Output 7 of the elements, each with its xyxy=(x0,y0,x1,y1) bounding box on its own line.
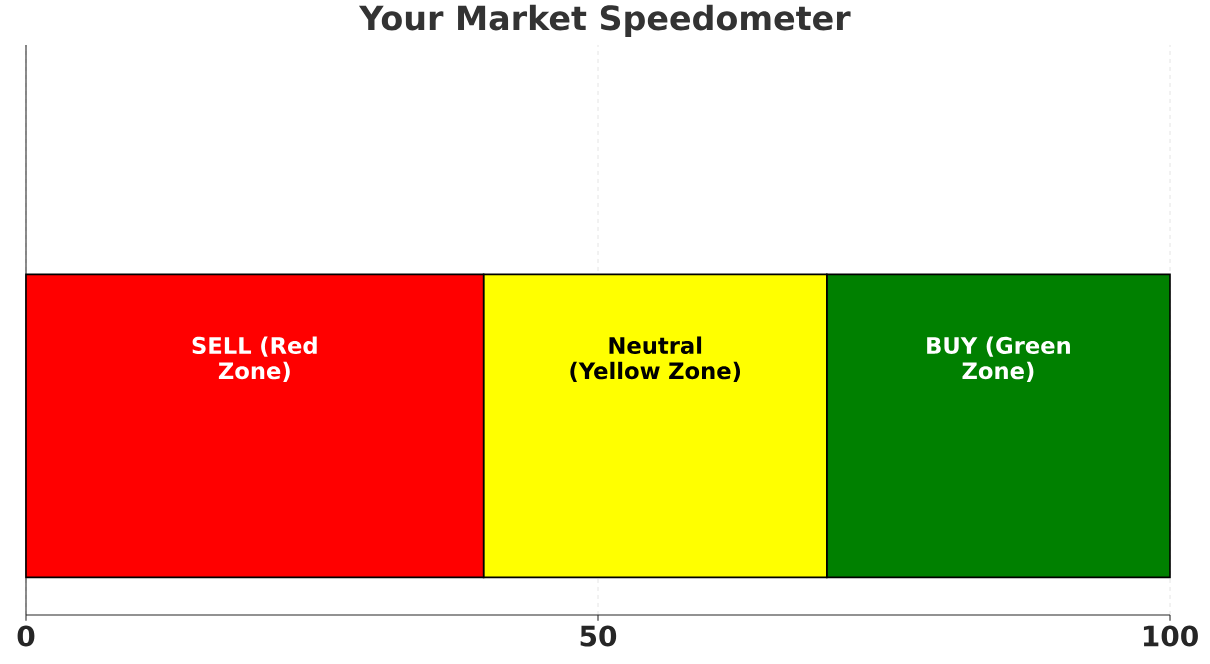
series-label: Neutral (Yellow Zone) xyxy=(570,336,741,383)
series-label: BUY (Green Zone) xyxy=(927,336,1070,382)
chart-title: Your Market Speedometer xyxy=(358,4,851,37)
x-tick-label: 50 xyxy=(580,625,617,647)
series-label: SELL (Red Zone) xyxy=(192,336,317,383)
x-tick-label: 100 xyxy=(1143,625,1198,647)
x-tick-label: 0 xyxy=(17,625,35,647)
